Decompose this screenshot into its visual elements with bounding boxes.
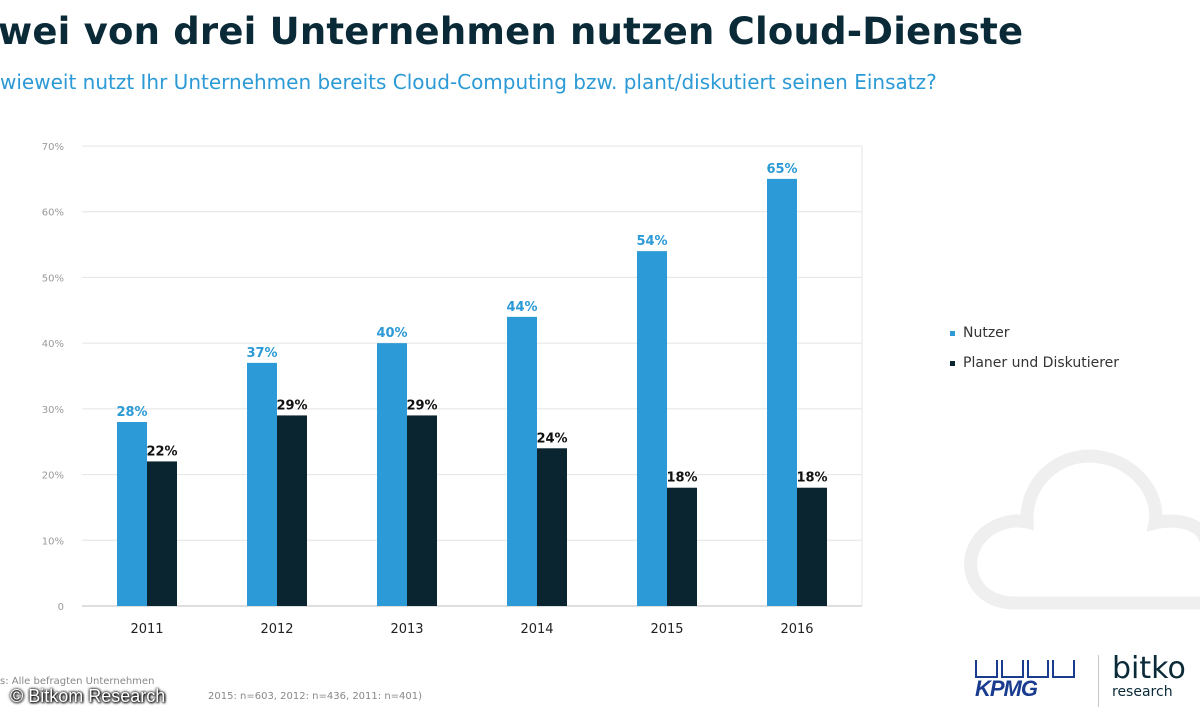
bitkom-research-logo: bitko research xyxy=(1112,651,1186,701)
data-label: 22% xyxy=(146,444,177,459)
data-label: 29% xyxy=(276,398,307,413)
bitkom-logo-subtext: research xyxy=(1112,684,1173,700)
y-tick-label: 0 xyxy=(58,602,64,613)
legend-item-planer: Planer und Diskutierer xyxy=(950,348,1119,378)
data-label: 29% xyxy=(406,398,437,413)
x-tick-label: 2016 xyxy=(780,622,813,637)
bar-chart: 0 10% 20% 30% 40% 50% 60% 70% 28% 22% 2011 37% 29% 20… xyxy=(42,142,863,637)
y-tick-label: 30% xyxy=(42,405,64,416)
data-label: 54% xyxy=(636,234,667,249)
legend-item-nutzer: Nutzer xyxy=(950,318,1119,348)
bar-planer-2016 xyxy=(797,487,827,606)
y-tick-label: 20% xyxy=(42,471,64,482)
bar-nutzer-2013 xyxy=(377,343,407,606)
legend-swatch-nutzer xyxy=(950,330,955,336)
y-tick-label: 50% xyxy=(42,273,64,284)
legend-swatch-planer xyxy=(950,360,955,366)
kpmg-logo-text: KPMG xyxy=(975,676,1038,701)
data-label: 44% xyxy=(506,300,537,315)
data-label: 28% xyxy=(116,405,147,420)
source-note: s: Alle befragten Unternehmen xyxy=(0,676,155,687)
sample-sizes-note: 2015: n=603, 2012: n=436, 2011: n=401) xyxy=(208,691,423,702)
bar-nutzer-2011 xyxy=(117,422,147,606)
y-tick-label: 60% xyxy=(42,208,64,219)
bar-planer-2015 xyxy=(667,487,697,606)
chart-legend: Nutzer Planer und Diskutierer xyxy=(950,318,1119,378)
logo-divider xyxy=(1098,655,1099,707)
x-tick-label: 2015 xyxy=(650,622,683,637)
data-label: 65% xyxy=(766,162,797,177)
copyright-watermark: © Bitkom Research xyxy=(10,686,166,706)
kpmg-logo: KPMG xyxy=(975,660,1075,702)
data-label: 18% xyxy=(796,471,827,486)
y-tick-label: 70% xyxy=(42,142,64,153)
chart-title: wei von drei Unternehmen nutzen Cloud-Di… xyxy=(0,10,1024,53)
x-tick-label: 2013 xyxy=(390,622,423,637)
cloud-icon xyxy=(964,449,1200,610)
bar-planer-2014 xyxy=(537,448,567,606)
data-label: 37% xyxy=(246,346,277,361)
bar-planer-2011 xyxy=(147,461,177,606)
x-tick-label: 2011 xyxy=(130,622,163,637)
chart-subtitle: wieweit nutzt Ihr Unternehmen bereits Cl… xyxy=(0,70,937,94)
x-tick-label: 2014 xyxy=(520,622,553,637)
x-tick-label: 2012 xyxy=(260,622,293,637)
bar-planer-2013 xyxy=(407,415,437,606)
bar-planer-2012 xyxy=(277,415,307,606)
data-label: 24% xyxy=(536,431,567,446)
data-label: 18% xyxy=(666,471,697,486)
y-tick-label: 10% xyxy=(42,536,64,547)
bar-nutzer-2014 xyxy=(507,316,537,606)
y-tick-label: 40% xyxy=(42,339,64,350)
kpmg-logo-boxes xyxy=(975,660,1075,678)
bar-nutzer-2012 xyxy=(247,362,277,606)
bar-nutzer-2016 xyxy=(767,178,797,606)
legend-label-planer: Planer und Diskutierer xyxy=(963,355,1120,371)
bitkom-logo-text: bitko xyxy=(1112,651,1186,686)
bar-nutzer-2015 xyxy=(637,251,667,606)
legend-label-nutzer: Nutzer xyxy=(963,325,1010,341)
data-label: 40% xyxy=(376,326,407,341)
